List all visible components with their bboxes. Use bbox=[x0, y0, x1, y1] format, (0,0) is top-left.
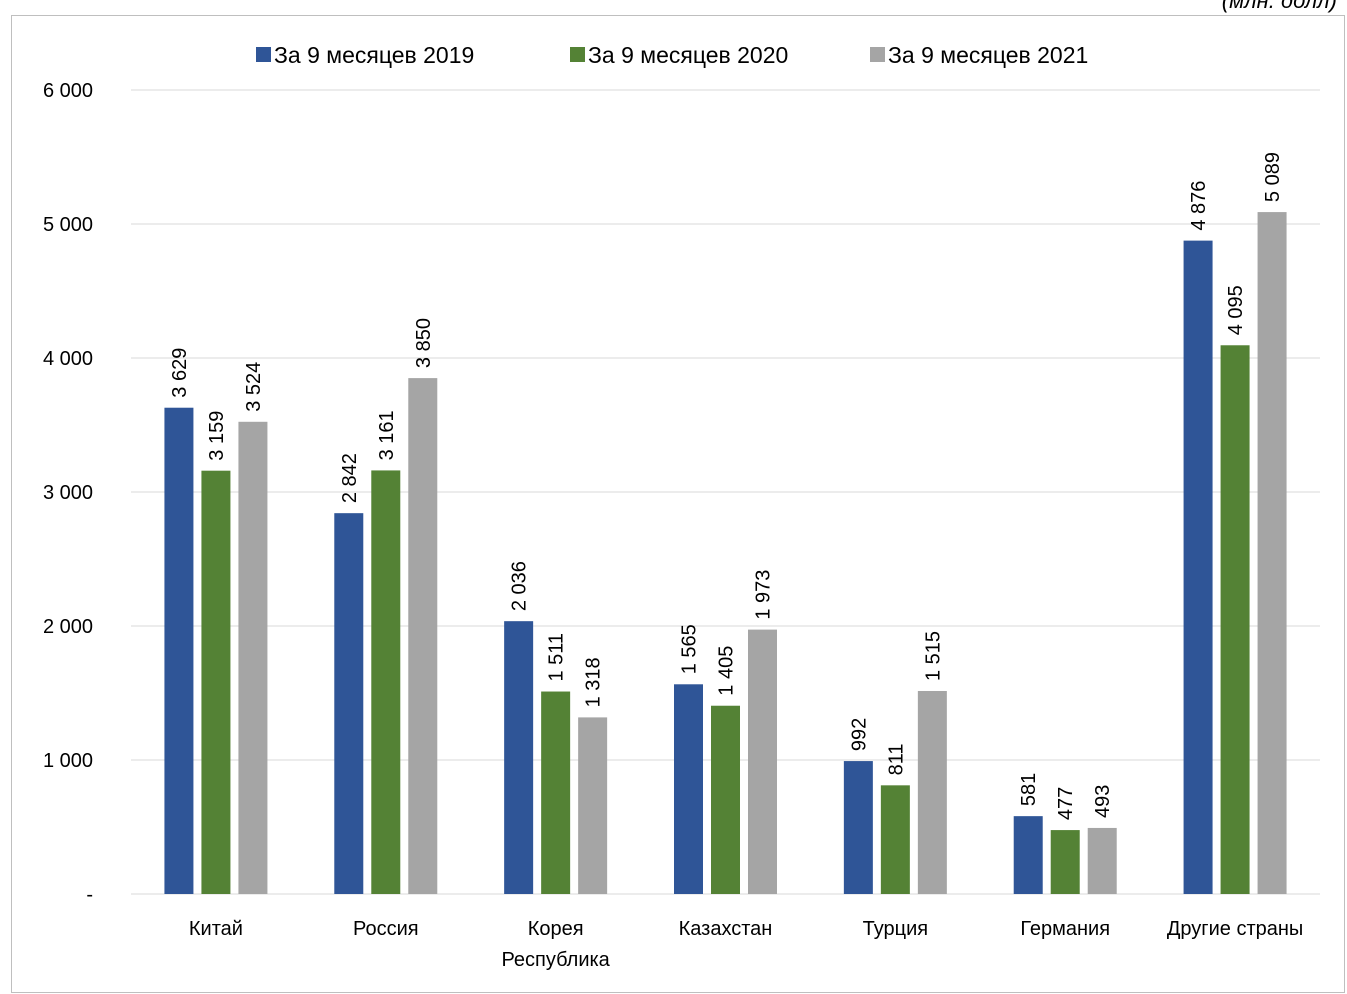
y-tick-label: 1 000 bbox=[43, 750, 93, 772]
bar bbox=[541, 691, 571, 894]
x-category-label: Россия bbox=[353, 918, 419, 940]
data-label: 3 159 bbox=[206, 411, 228, 461]
x-category-label: Другие страны bbox=[1167, 918, 1303, 940]
data-label: 1 973 bbox=[753, 570, 775, 620]
legend-swatch bbox=[570, 47, 585, 62]
x-category-label: Турция bbox=[863, 918, 928, 940]
data-label: 1 318 bbox=[583, 657, 605, 707]
data-label: 2 842 bbox=[339, 453, 361, 503]
data-label: 992 bbox=[848, 718, 870, 751]
bar bbox=[1087, 827, 1117, 894]
x-category-label: Корея bbox=[528, 918, 584, 940]
x-category-label: Республика bbox=[501, 949, 610, 971]
data-label: 581 bbox=[1018, 773, 1040, 806]
bar bbox=[1257, 212, 1287, 895]
bar bbox=[1183, 240, 1213, 895]
data-label: 3 629 bbox=[169, 348, 191, 398]
legend-swatch bbox=[256, 47, 271, 62]
bar bbox=[843, 761, 873, 894]
data-label: 5 089 bbox=[1262, 152, 1284, 202]
bar bbox=[164, 407, 194, 894]
legend-label: За 9 месяцев 2020 bbox=[588, 42, 788, 68]
unit-label: (млн. долл) bbox=[1221, 0, 1337, 13]
bar bbox=[238, 421, 268, 894]
data-label: 4 095 bbox=[1225, 285, 1247, 335]
bar bbox=[504, 621, 534, 894]
data-label: 3 524 bbox=[243, 362, 265, 412]
bar bbox=[917, 690, 947, 894]
data-label: 811 bbox=[885, 743, 907, 775]
y-tick-label: 6 000 bbox=[43, 80, 93, 102]
y-tick-label: 5 000 bbox=[43, 214, 93, 236]
bar bbox=[408, 378, 438, 895]
bar bbox=[578, 717, 608, 894]
bar bbox=[334, 513, 364, 894]
bar bbox=[711, 705, 740, 894]
bar bbox=[371, 470, 401, 894]
y-tick-label: 2 000 bbox=[43, 616, 93, 638]
data-label: 477 bbox=[1055, 787, 1077, 820]
bar bbox=[1013, 816, 1043, 894]
data-label: 1 565 bbox=[679, 624, 701, 674]
data-label: 3 161 bbox=[376, 410, 398, 460]
legend-label: За 9 месяцев 2021 bbox=[888, 42, 1088, 68]
bar bbox=[1220, 345, 1250, 894]
data-label: 1 405 bbox=[716, 646, 738, 696]
bar bbox=[748, 629, 777, 894]
y-tick-label: 4 000 bbox=[43, 348, 93, 370]
x-category-label: Казахстан bbox=[679, 918, 773, 940]
data-label: 1 511 bbox=[546, 633, 568, 682]
data-label: 4 876 bbox=[1188, 181, 1210, 231]
legend-label: За 9 месяцев 2019 bbox=[274, 42, 474, 68]
bar bbox=[1050, 830, 1080, 894]
x-category-label: Германия bbox=[1020, 918, 1110, 940]
y-tick-label: - bbox=[86, 884, 93, 906]
data-label: 3 850 bbox=[413, 318, 435, 368]
y-tick-label: 3 000 bbox=[43, 482, 93, 504]
bar bbox=[880, 785, 910, 894]
data-label: 2 036 bbox=[509, 561, 531, 611]
legend-swatch bbox=[870, 47, 885, 62]
data-label: 1 515 bbox=[922, 631, 944, 681]
bar bbox=[201, 470, 231, 894]
data-label: 493 bbox=[1092, 785, 1114, 818]
bar bbox=[674, 684, 703, 894]
x-category-label: Китай bbox=[189, 918, 243, 940]
